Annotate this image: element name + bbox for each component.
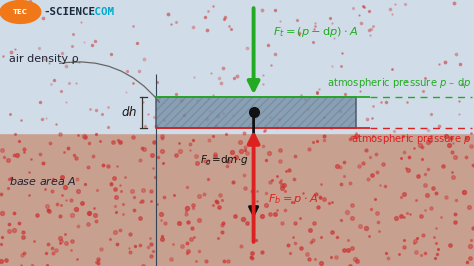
Text: -SCIENCE: -SCIENCE xyxy=(44,7,96,17)
Text: $F_t = (p - \mathrm{d}p)\cdot A$: $F_t = (p - \mathrm{d}p)\cdot A$ xyxy=(273,25,358,39)
Text: base area $A$: base area $A$ xyxy=(9,175,77,187)
Text: TEC: TEC xyxy=(13,9,28,15)
Text: $F_g\!=\!\mathrm{d}m\!\cdot\! g$: $F_g\!=\!\mathrm{d}m\!\cdot\! g$ xyxy=(200,154,249,168)
Bar xyxy=(0,133,474,266)
Circle shape xyxy=(0,1,41,23)
Bar xyxy=(156,97,356,128)
Text: atmospheric pressure $p$: atmospheric pressure $p$ xyxy=(351,132,472,146)
Text: air density ρ: air density ρ xyxy=(9,53,79,64)
Text: d$h$: d$h$ xyxy=(121,105,137,119)
Text: .COM: .COM xyxy=(89,7,115,17)
Bar xyxy=(156,97,356,128)
Bar xyxy=(0,0,474,133)
Text: atmospheric pressure $p$ – d$p$: atmospheric pressure $p$ – d$p$ xyxy=(328,76,472,90)
Text: $F_b = p\cdot A$: $F_b = p\cdot A$ xyxy=(268,193,318,206)
